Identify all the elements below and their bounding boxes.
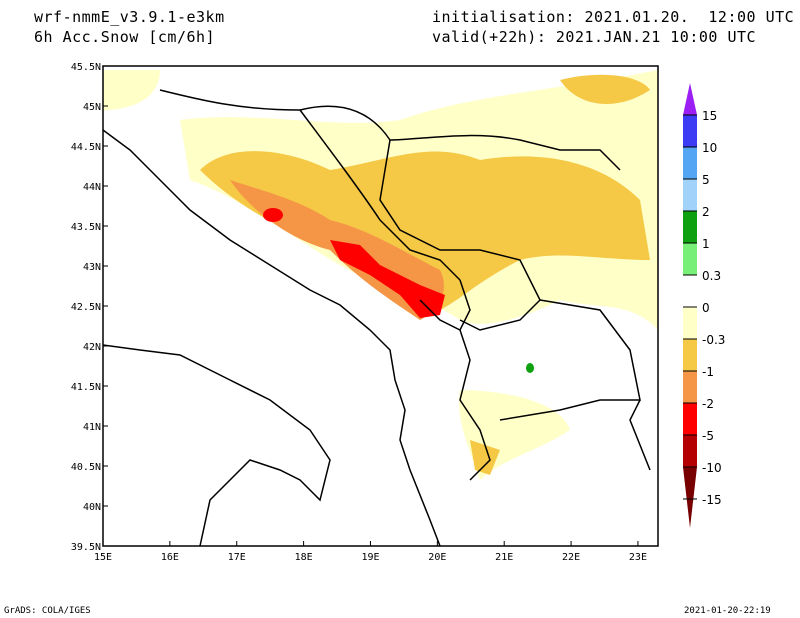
colorbar-bottom-arrow bbox=[683, 467, 697, 528]
snow-moderate-area bbox=[200, 151, 650, 310]
colorbar-label: -10 bbox=[702, 461, 722, 475]
colorbar-band bbox=[683, 115, 697, 147]
colorbar-band bbox=[683, 403, 697, 435]
border-bosnia bbox=[299, 109, 461, 281]
colorbar-band bbox=[683, 339, 697, 371]
colorbar-label: -1 bbox=[702, 365, 714, 379]
footer-timestamp: 2021-01-20-22:19 bbox=[684, 606, 771, 616]
lon-label: 17E bbox=[228, 552, 246, 563]
snow-field bbox=[103, 70, 658, 480]
colorbar-band bbox=[683, 243, 697, 275]
colorbar-band bbox=[683, 179, 697, 211]
colorbar-band bbox=[683, 371, 697, 403]
snow-very-heavy-area bbox=[330, 240, 445, 318]
lon-axis: 15E 16E 17E 18E 19E 20E 21E 22E 23E bbox=[94, 541, 647, 563]
border-greece bbox=[629, 399, 651, 471]
snow-moderate-ne bbox=[560, 74, 650, 104]
colorbar-label: 15 bbox=[702, 109, 717, 123]
footer-credit: GrADS: COLA/IGES bbox=[4, 606, 91, 616]
lon-label: 15E bbox=[94, 552, 112, 563]
border-north bbox=[159, 89, 621, 171]
colorbar-label: -5 bbox=[702, 429, 714, 443]
lat-label: 44.5N bbox=[71, 142, 101, 153]
colorbar-label: 0 bbox=[702, 301, 710, 315]
coastlines-borders bbox=[102, 89, 651, 547]
model-title: wrf-nmmE_v3.9.1-e3km bbox=[34, 8, 225, 26]
colorbar-band bbox=[683, 435, 697, 467]
lon-label: 21E bbox=[495, 552, 513, 563]
colorbar-band bbox=[683, 275, 697, 307]
colorbar: 15 10 5 2 1 0.3 0 -0.3 -1 -2 -5 -10 -15 bbox=[683, 83, 725, 528]
lat-label: 40N bbox=[83, 502, 101, 513]
colorbar-band bbox=[683, 307, 697, 339]
init-time: initialisation: 2021.01.20. 12:00 UTC bbox=[432, 8, 795, 26]
lon-label: 20E bbox=[428, 552, 446, 563]
lat-label: 40.5N bbox=[71, 462, 101, 473]
lat-label: 41N bbox=[83, 422, 101, 433]
border-serbia bbox=[379, 139, 541, 331]
italy-coast bbox=[102, 344, 331, 547]
lon-label: 19E bbox=[361, 552, 379, 563]
lon-label: 16E bbox=[161, 552, 179, 563]
colorbar-label: 10 bbox=[702, 141, 717, 155]
lon-label: 22E bbox=[562, 552, 580, 563]
lat-label: 44N bbox=[83, 182, 101, 193]
lat-label: 42.5N bbox=[71, 302, 101, 313]
snow-light-nw bbox=[103, 70, 160, 110]
lat-label: 41.5N bbox=[71, 382, 101, 393]
colorbar-label: 0.3 bbox=[702, 269, 721, 283]
snow-very-heavy-spot bbox=[263, 208, 283, 222]
colorbar-label: -2 bbox=[702, 397, 714, 411]
lat-axis: 45.5N 45N 44.5N 44N 43.5N 43N 42.5N 42N 41.5N 41N… bbox=[71, 62, 108, 553]
colorbar-top-arrow bbox=[683, 83, 697, 115]
colorbar-label: -0.3 bbox=[702, 333, 725, 347]
border-albania-east bbox=[459, 329, 491, 481]
lon-label: 23E bbox=[629, 552, 647, 563]
lat-label: 45.5N bbox=[71, 62, 101, 73]
lon-label: 18E bbox=[295, 552, 313, 563]
adriatic-coast bbox=[102, 129, 441, 547]
colorbar-label: 1 bbox=[702, 237, 710, 251]
colorbar-band bbox=[683, 147, 697, 179]
snow-moderate-sw bbox=[470, 440, 500, 475]
lat-label: 39.5N bbox=[71, 542, 101, 553]
colorbar-label: 2 bbox=[702, 205, 710, 219]
colorbar-band bbox=[683, 211, 697, 243]
lat-label: 45N bbox=[83, 102, 101, 113]
lat-label: 43.5N bbox=[71, 222, 101, 233]
colorbar-label: -15 bbox=[702, 493, 722, 507]
valid-time: valid(+22h): 2021.JAN.21 10:00 UTC bbox=[432, 28, 757, 46]
lat-label: 42N bbox=[83, 342, 101, 353]
colorbar-label: 5 bbox=[702, 173, 710, 187]
snow-green-spot bbox=[526, 363, 534, 373]
field-title: 6h Acc.Snow [cm/6h] bbox=[34, 28, 216, 46]
lat-label: 43N bbox=[83, 262, 101, 273]
